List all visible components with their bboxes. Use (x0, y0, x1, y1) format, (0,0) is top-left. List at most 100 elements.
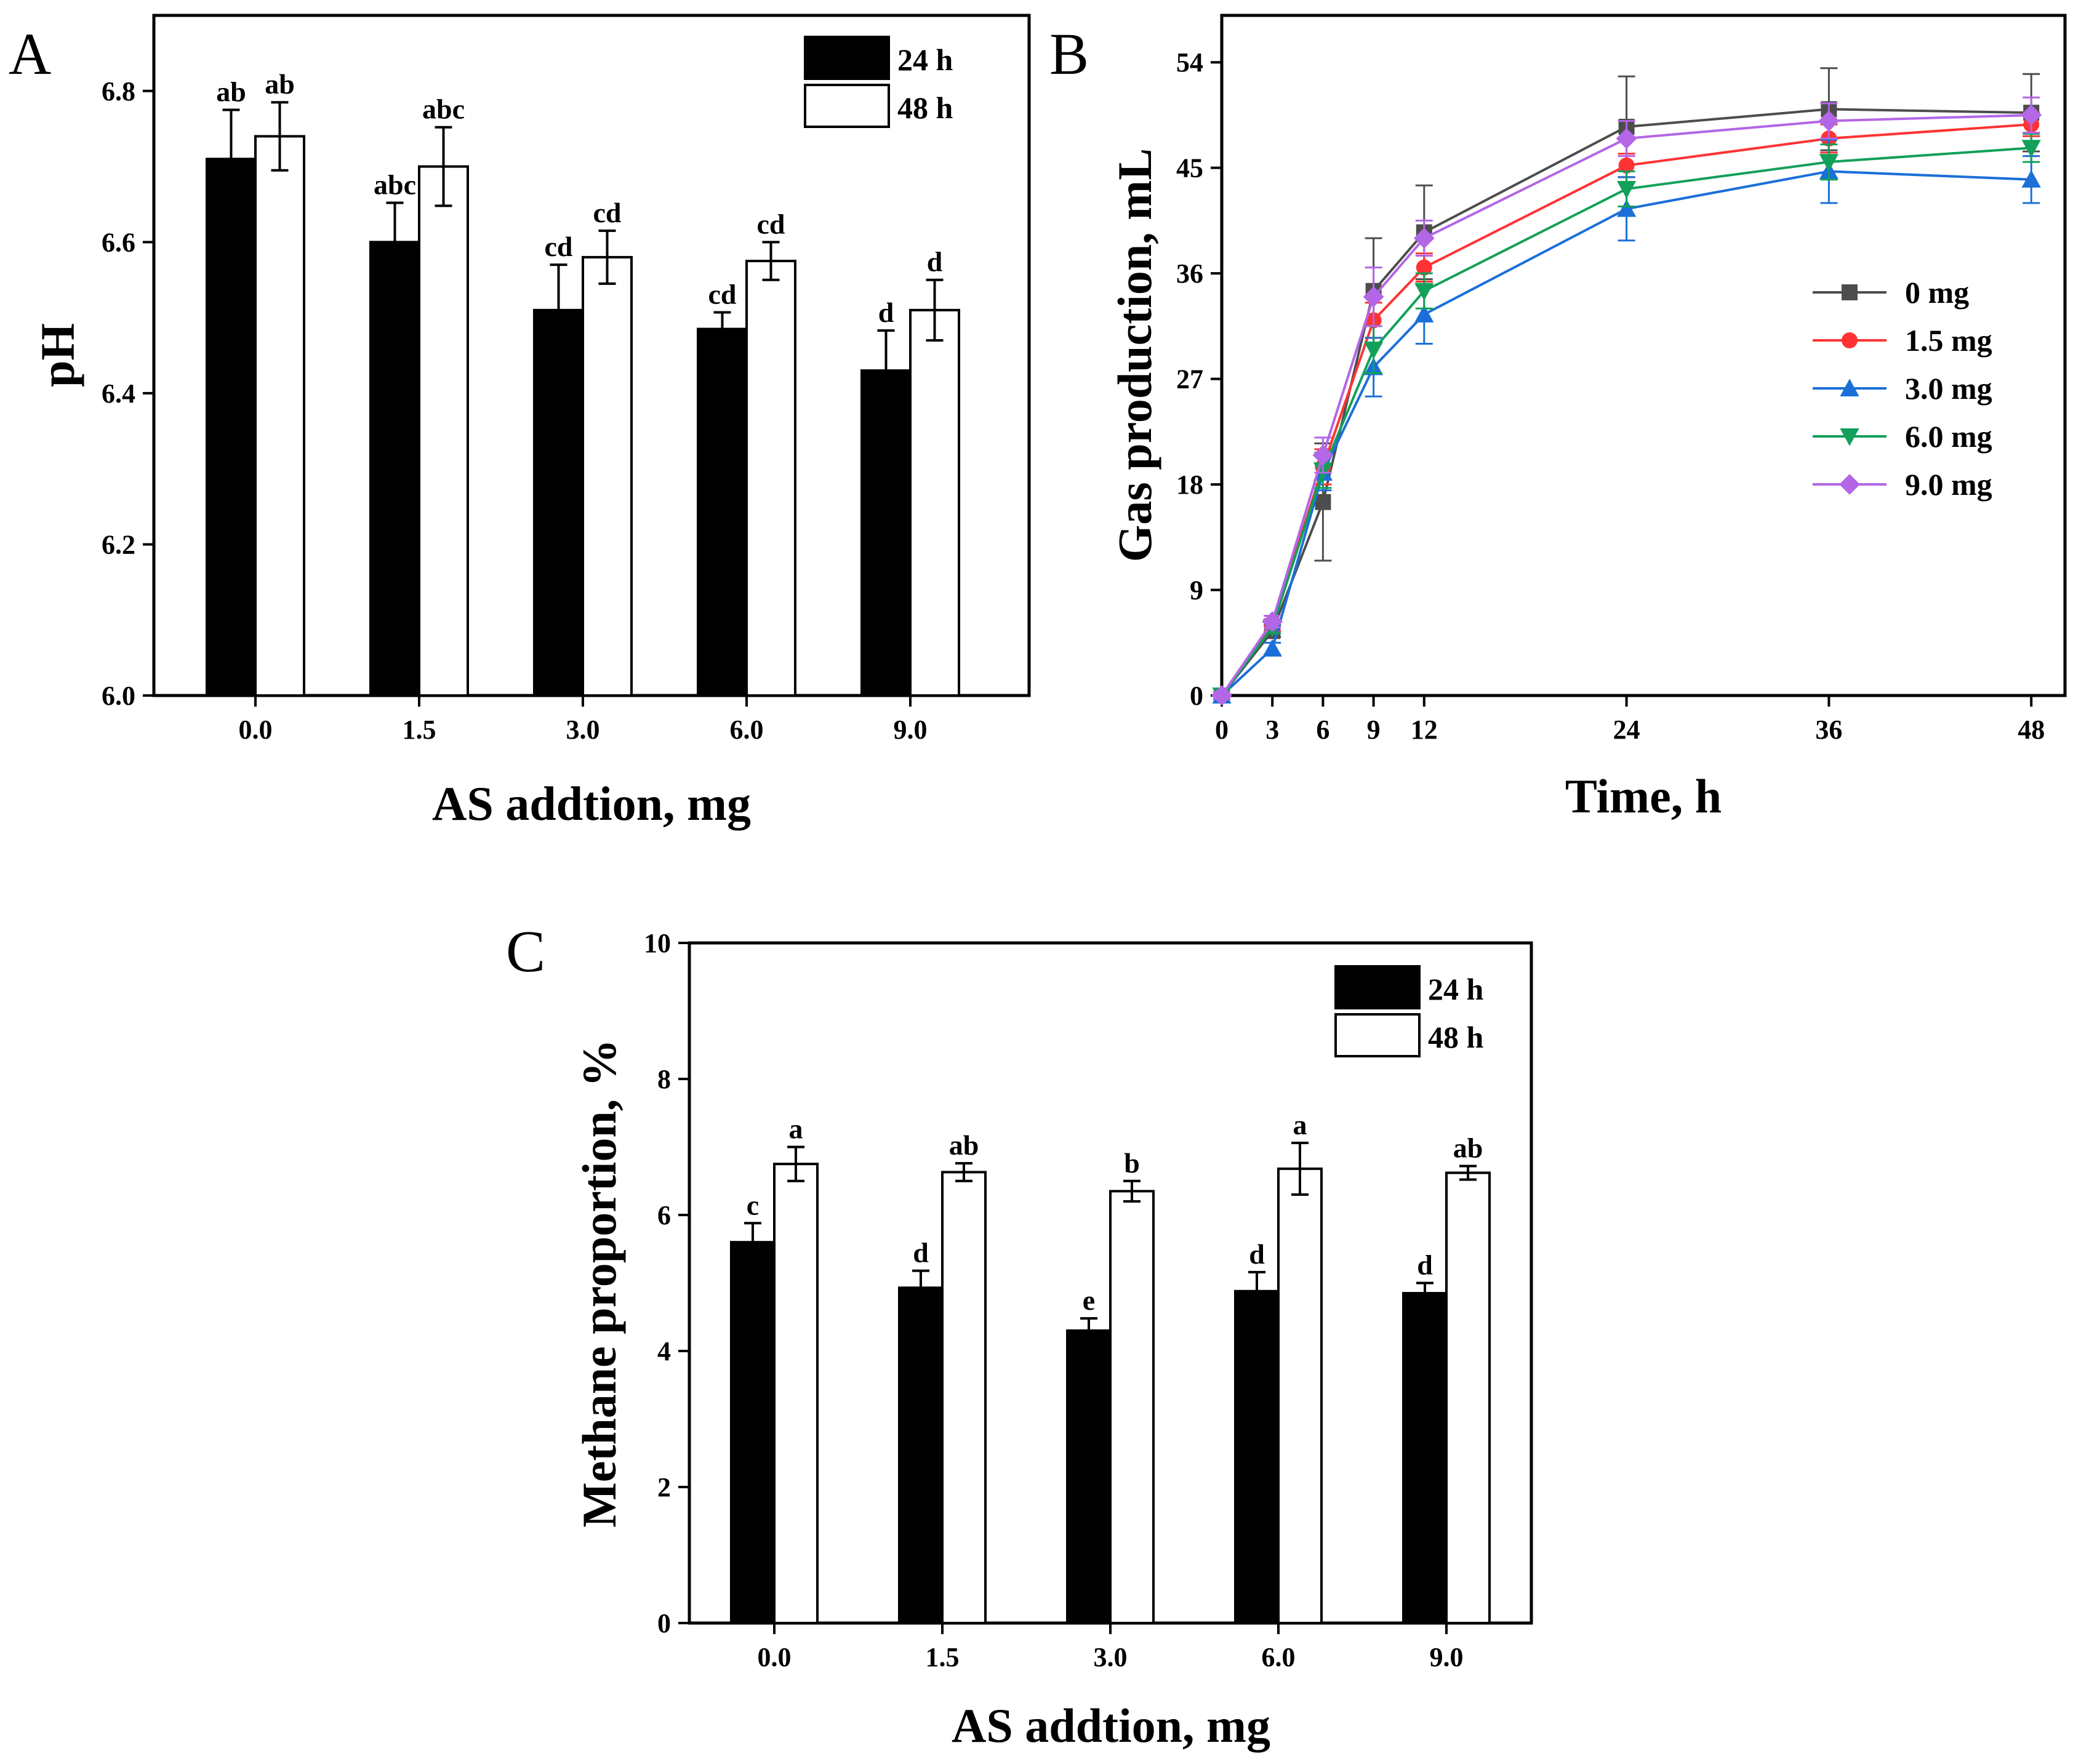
significance-label: d (1249, 1238, 1265, 1270)
bar-48h (1277, 1167, 1323, 1624)
legend-label: 1.5 mg (1905, 323, 1992, 358)
significance-label: d (927, 246, 943, 278)
bar-48h (418, 165, 469, 697)
panel-b-x-ticks: 0 3 6 9 12 24 36 48 (1215, 696, 2045, 745)
bar-24h (206, 158, 257, 697)
series-line (1221, 108, 2032, 697)
x-tick-label: 1.5 (926, 1642, 960, 1672)
legend-label: 3.0 mg (1905, 371, 1992, 406)
data-point (1617, 199, 1637, 217)
significance-label: ab (1453, 1132, 1483, 1163)
y-tick-label: 8 (657, 1064, 671, 1094)
panel-a-legend-label-24h: 24 h (897, 42, 953, 77)
error-bar (435, 126, 452, 207)
x-tick-label: 6.0 (730, 715, 764, 745)
error-bar (926, 278, 944, 342)
y-tick-label: 36 (1176, 259, 1203, 289)
y-tick-label: 0 (657, 1608, 671, 1638)
y-tick-label: 27 (1176, 364, 1203, 395)
significance-label: ab (216, 76, 246, 107)
panel-a-y-ticks: 6.0 6.2 6.4 6.6 6.8 (102, 76, 154, 711)
panel-a-legend: 24 h 48 h (804, 36, 953, 128)
error-bar (955, 1162, 972, 1182)
panel-a-letter: A (9, 21, 51, 87)
data-point (1818, 110, 1840, 132)
significance-label: cd (545, 231, 573, 262)
error-bar (1080, 1317, 1097, 1344)
panel-c-y-ticks: 0 2 4 6 8 10 (644, 928, 689, 1638)
series-line (1221, 113, 2032, 697)
panel-c-legend: 24 h 48 h (1334, 965, 1484, 1057)
legend-marker (1839, 474, 1860, 495)
significance-label: ab (265, 68, 295, 100)
data-point (1414, 305, 1434, 323)
x-tick-label: 1.5 (403, 715, 436, 745)
y-tick-label: 6.4 (102, 379, 135, 409)
panel-a-chart: A 6.0 6.2 6.4 6.6 6.8 0.0 1.5 3.0 6.0 9.0 ab ab ab… (9, 14, 1031, 830)
y-tick-label: 9 (1190, 575, 1203, 606)
panel-c-chart: C 0 2 4 6 8 10 0.0 1.5 3.0 6.0 9.0 c a d ab e b d a d ab A… (506, 918, 1533, 1752)
legend-label: 9.0 mg (1905, 467, 1992, 502)
data-point (1416, 259, 1432, 276)
x-tick-label: 9.0 (894, 715, 928, 745)
y-tick-label: 0 (1190, 681, 1203, 711)
panel-c-y-axis-title: Methane proportion, % (572, 1039, 626, 1528)
data-point (1312, 444, 1334, 466)
data-point (1414, 283, 1434, 301)
significance-label: cd (708, 279, 737, 310)
bar-48h (941, 1171, 987, 1624)
panel-b-plot-frame (1220, 14, 2067, 697)
error-bar (271, 101, 289, 172)
x-tick-label: 36 (1815, 715, 1842, 745)
bar-48h (1445, 1171, 1491, 1624)
significance-label: d (1417, 1249, 1433, 1281)
panel-c-letter: C (506, 918, 545, 984)
panel-c-x-axis-title: AS addtion, mg (952, 1699, 1270, 1752)
y-tick-label: 10 (644, 928, 671, 958)
bar-24h (730, 1241, 776, 1624)
error-bar (1459, 1165, 1477, 1181)
panel-a-legend-swatch-48h (804, 84, 890, 128)
y-tick-label: 54 (1176, 47, 1203, 78)
significance-label: a (789, 1113, 803, 1145)
panel-c-legend-swatch-48h (1334, 1013, 1421, 1057)
bar-48h (254, 135, 305, 697)
x-tick-label: 9 (1367, 715, 1381, 745)
panel-a-legend-swatch-24h (804, 36, 890, 80)
data-point (1413, 228, 1435, 249)
significance-label: cd (757, 208, 785, 239)
y-tick-label: 2 (657, 1472, 671, 1502)
significance-label: d (878, 297, 894, 328)
bar-48h (773, 1163, 819, 1624)
data-point (1211, 685, 1232, 706)
panel-b-y-ticks: 0 9 18 27 36 45 54 (1176, 47, 1222, 711)
panel-a-x-axis-title: AS addtion, mg (432, 777, 751, 830)
y-tick-label: 45 (1176, 153, 1203, 183)
error-bar (744, 1222, 761, 1263)
y-tick-label: 6.2 (102, 529, 135, 559)
data-point (1363, 286, 1384, 308)
data-point (1618, 157, 1635, 174)
x-tick-label: 3 (1265, 715, 1279, 745)
data-point (1617, 180, 1637, 199)
panel-c-x-ticks: 0.0 1.5 3.0 6.0 9.0 (758, 1623, 1464, 1672)
error-bar (1248, 1270, 1265, 1312)
error-bar (386, 201, 404, 283)
x-tick-label: 9.0 (1430, 1642, 1464, 1672)
bar-24h (1234, 1289, 1280, 1624)
data-point (1262, 611, 1283, 632)
legend-marker (1842, 284, 1858, 300)
data-point (1819, 154, 1838, 172)
x-tick-label: 6.0 (1262, 1642, 1296, 1672)
panel-c-bars: c a d ab e b d a d ab (730, 1109, 1491, 1625)
x-tick-label: 24 (1613, 715, 1640, 745)
y-tick-label: 6.8 (102, 76, 135, 106)
x-tick-label: 3.0 (566, 715, 600, 745)
significance-label: c (747, 1189, 759, 1221)
panel-a-legend-label-48h: 48 h (897, 90, 953, 125)
panel-b-series (1211, 67, 2042, 706)
legend-marker (1840, 379, 1859, 396)
error-bar (550, 263, 567, 357)
